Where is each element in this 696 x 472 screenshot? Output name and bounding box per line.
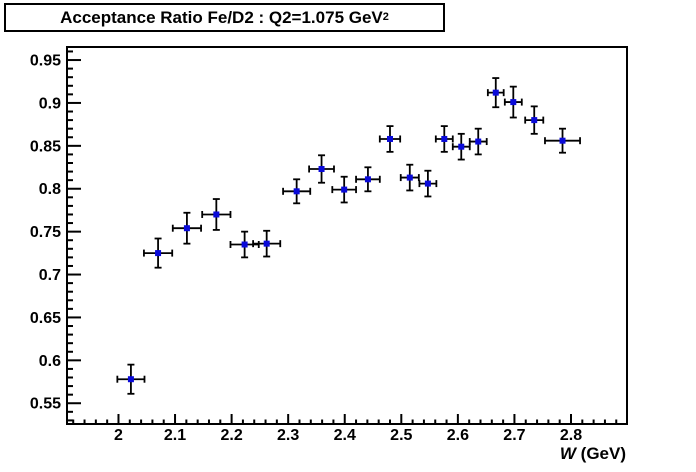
plot-title: Acceptance Ratio Fe/D2 : Q2=1.075 GeV <box>60 7 383 27</box>
y-tick-label: 0.8 <box>39 181 61 198</box>
data-marker <box>127 376 134 383</box>
x-tick-label: 2.6 <box>447 427 469 444</box>
data-point <box>331 175 357 204</box>
x-tick-label: 2.2 <box>220 427 242 444</box>
y-tick-label: 0.65 <box>30 310 61 327</box>
y-tick-label: 0.85 <box>30 138 61 155</box>
x-axis-title-unit: (GeV) <box>575 444 626 463</box>
x-tick-label: 2.4 <box>334 427 356 444</box>
data-marker <box>386 135 393 142</box>
data-marker <box>406 174 413 181</box>
x-tick-label: 2.7 <box>503 427 525 444</box>
data-marker <box>475 138 482 145</box>
data-points <box>116 77 581 395</box>
x-tick-label: 2.1 <box>164 427 186 444</box>
x-tick-label: 2.5 <box>390 427 412 444</box>
y-tick-label: 0.55 <box>30 396 61 413</box>
x-tick-label: 2 <box>114 427 123 444</box>
y-tick-label: 0.75 <box>30 224 61 241</box>
data-point <box>171 211 202 245</box>
data-marker <box>364 176 371 183</box>
data-point <box>308 154 335 184</box>
data-marker <box>424 180 431 187</box>
data-point <box>252 229 282 258</box>
data-point <box>116 363 146 395</box>
x-tick-label: 2.8 <box>560 427 582 444</box>
data-marker <box>559 137 566 144</box>
data-marker <box>213 211 220 218</box>
data-marker <box>341 186 348 193</box>
data-point <box>486 77 505 109</box>
data-point <box>201 198 232 231</box>
data-marker <box>531 117 538 124</box>
plot-title-box: Acceptance Ratio Fe/D2 : Q2=1.075 GeV 2 <box>4 3 445 32</box>
data-marker <box>492 89 499 96</box>
data-point <box>229 230 260 259</box>
data-point <box>503 85 523 119</box>
data-marker <box>458 143 465 150</box>
data-marker <box>441 135 448 142</box>
data-point <box>282 178 312 205</box>
data-point <box>418 169 438 198</box>
data-point <box>524 105 545 135</box>
y-tick-label: 0.6 <box>39 353 61 370</box>
x-axis-ticks: 2 2.1 2.2 2.3 2.4 2.5 2.6 2.7 2.8 <box>72 414 618 444</box>
data-point <box>434 125 454 153</box>
data-marker <box>318 166 325 173</box>
data-point <box>143 237 174 269</box>
data-marker <box>263 240 270 247</box>
x-axis-title: W (GeV) <box>560 444 626 464</box>
data-point <box>451 132 471 161</box>
plot-frame <box>66 46 628 425</box>
y-tick-label: 0.7 <box>39 267 61 284</box>
data-marker <box>510 99 517 106</box>
data-point <box>355 166 381 193</box>
data-point <box>378 125 402 153</box>
y-axis-ticks: 0.55 0.6 0.65 0.7 0.75 0.8 0.85 0.9 0.95 <box>30 50 81 422</box>
data-marker <box>183 225 190 232</box>
data-marker <box>241 241 248 248</box>
y-tick-label: 0.9 <box>39 95 61 112</box>
y-tick-label: 0.95 <box>30 53 61 70</box>
data-point <box>468 127 488 156</box>
data-marker <box>293 188 300 195</box>
x-tick-label: 2.3 <box>277 427 299 444</box>
data-marker <box>155 250 162 257</box>
data-point <box>399 163 420 192</box>
x-axis-title-symbol: W <box>559 444 576 463</box>
data-point <box>544 127 581 154</box>
